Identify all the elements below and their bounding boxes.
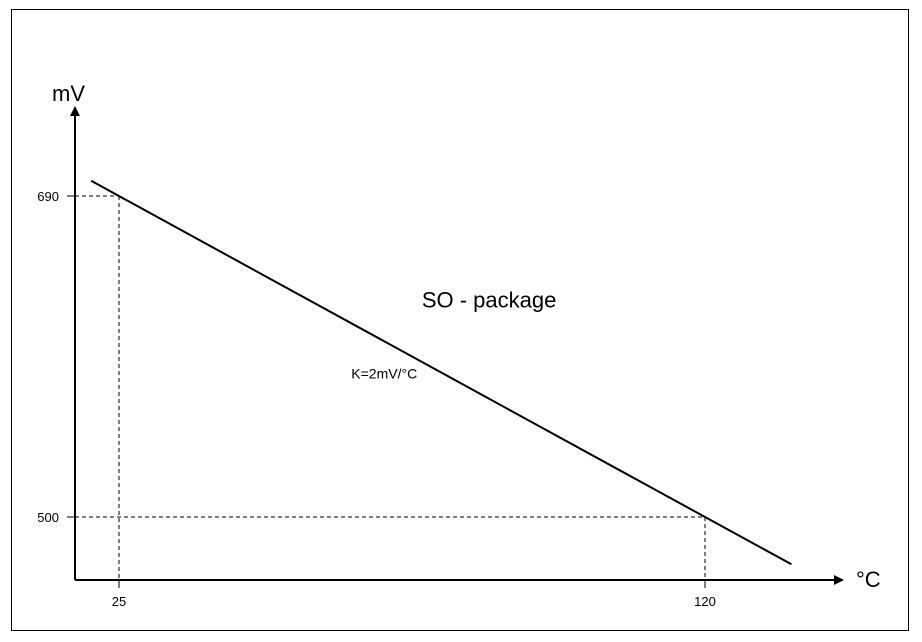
tick-labels: 500 690 25 120	[37, 189, 716, 609]
x-tick-label: 25	[112, 594, 126, 609]
package-annotation: SO - package	[422, 288, 557, 313]
series-line	[90, 179, 792, 566]
annotations: SO - package K=2mV/°C	[351, 288, 556, 382]
guide-lines	[75, 195, 706, 580]
slope-annotation: K=2mV/°C	[351, 365, 417, 381]
y-tick-label: 690	[37, 189, 59, 204]
chart-frame	[11, 9, 909, 631]
series-group	[90, 179, 792, 566]
y-axis-label: mV	[52, 81, 85, 106]
x-axis-label: °C	[856, 567, 881, 592]
x-tick-label: 120	[694, 594, 716, 609]
y-tick-label: 500	[37, 510, 59, 525]
